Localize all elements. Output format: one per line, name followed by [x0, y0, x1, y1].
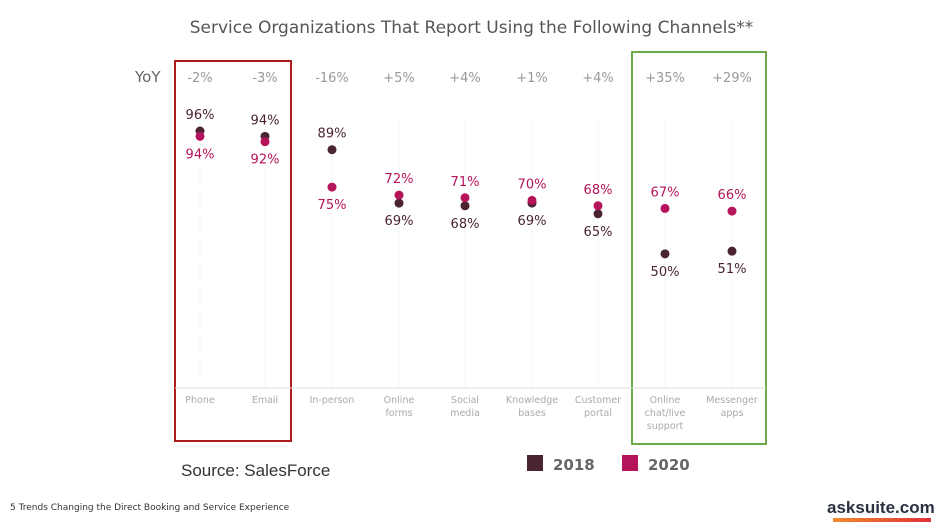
- dot-2018: [394, 198, 404, 208]
- category-label: bases: [518, 408, 546, 419]
- dot-2018: [727, 246, 737, 256]
- category-label: Customer: [575, 395, 621, 406]
- highlight-box-red: [174, 60, 292, 442]
- data-label-2018: 89%: [318, 127, 347, 142]
- dot-2020: [460, 193, 470, 203]
- dot-2020: [260, 137, 270, 147]
- category-label: media: [450, 408, 480, 419]
- data-label-2020: 70%: [518, 177, 547, 192]
- legend-label-2020: 2020: [648, 456, 690, 474]
- yoy-value: +4%: [582, 71, 614, 86]
- dot-2018: [593, 209, 603, 219]
- legend-label-2018: 2018: [553, 456, 595, 474]
- category-label: In-person: [310, 395, 355, 406]
- category-label: apps: [721, 408, 744, 419]
- data-label-2020: 72%: [385, 172, 414, 187]
- category-label: support: [647, 421, 684, 432]
- dot-2020: [527, 195, 537, 205]
- dot-2020: [727, 206, 737, 216]
- category-label: Phone: [185, 395, 215, 406]
- data-label-2018: 94%: [251, 113, 280, 128]
- data-label-2020: 92%: [251, 153, 280, 168]
- data-label-2020: 67%: [651, 185, 680, 200]
- data-label-2018: 50%: [651, 265, 680, 280]
- source-text: Source: SalesForce: [181, 461, 331, 480]
- highlight-box-green: [631, 51, 767, 445]
- yoy-value: -3%: [252, 71, 277, 86]
- data-label-2020: 66%: [718, 188, 747, 203]
- yoy-value: -2%: [187, 71, 212, 86]
- logo-underline: [833, 518, 931, 522]
- category-label: chat/live: [645, 408, 686, 419]
- yoy-value: +29%: [712, 71, 752, 86]
- data-label-2020: 94%: [186, 147, 215, 162]
- data-label-2018: 51%: [718, 262, 747, 277]
- data-label-2018: 68%: [451, 217, 480, 232]
- dot-2020: [593, 201, 603, 211]
- yoy-value: +4%: [449, 71, 481, 86]
- category-label: Messenger: [706, 395, 758, 406]
- data-label-2020: 75%: [318, 198, 347, 213]
- yoy-label: YoY: [134, 68, 161, 86]
- category-label: Email: [252, 395, 278, 406]
- data-label-2018: 65%: [584, 225, 613, 240]
- dot-2020: [195, 131, 205, 141]
- category-label: forms: [385, 408, 412, 419]
- asksuite-logo: asksuite.com: [827, 498, 935, 517]
- dot-2020: [660, 203, 670, 213]
- data-label-2018: 96%: [186, 108, 215, 123]
- data-label-2020: 68%: [584, 183, 613, 198]
- category-label: Social: [451, 395, 479, 406]
- footer-text: 5 Trends Changing the Direct Booking and…: [10, 503, 290, 513]
- legend-swatch-2020: [622, 455, 638, 471]
- dot-2020: [327, 182, 337, 192]
- dot-2018: [327, 145, 337, 155]
- yoy-value: +1%: [516, 71, 548, 86]
- data-label-2020: 71%: [451, 175, 480, 190]
- yoy-value: +5%: [383, 71, 415, 86]
- category-label: portal: [584, 408, 612, 419]
- data-label-2018: 69%: [385, 214, 414, 229]
- category-label: Online: [384, 395, 415, 406]
- dot-2018: [660, 249, 670, 259]
- yoy-value: +35%: [645, 71, 685, 86]
- legend-swatch-2018: [527, 455, 543, 471]
- category-label: Online: [650, 395, 681, 406]
- dot-2018: [460, 201, 470, 211]
- data-label-2018: 69%: [518, 214, 547, 229]
- dot-2020: [394, 190, 404, 200]
- category-label: Knowledge: [506, 395, 558, 406]
- chart-title: Service Organizations That Report Using …: [189, 18, 754, 38]
- yoy-value: -16%: [315, 71, 349, 86]
